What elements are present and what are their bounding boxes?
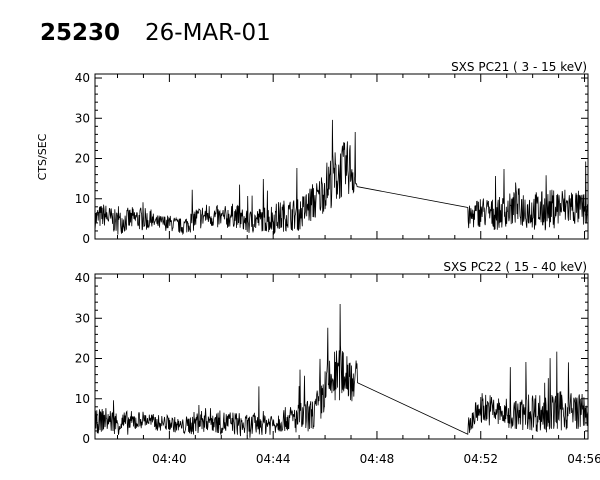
x-tick-label: 04:52 [463, 452, 498, 466]
observation-date: 26-MAR-01 [145, 20, 271, 46]
chart-panel-pc22: SXS PC22 ( 15 - 40 keV) 0 10 20 30 40 04:40 04… [75, 260, 600, 466]
y-axis-label: CTS/SEC [36, 133, 49, 180]
count-rate-line [94, 303, 589, 438]
plot-frame [94, 73, 589, 240]
y-tick-label: 10 [75, 392, 90, 406]
y-tick-label: 40 [75, 71, 90, 85]
observation-id: 25230 [40, 20, 120, 46]
panel-title-pc22: SXS PC22 ( 15 - 40 keV) [443, 260, 587, 274]
y-tick-label: 20 [75, 352, 90, 366]
y-tick-label: 10 [75, 192, 90, 206]
y-tick-label: 0 [82, 232, 90, 246]
panel-title-pc21: SXS PC21 ( 3 - 15 keV) [451, 60, 587, 74]
plot-frame [94, 273, 589, 440]
y-tick-label: 0 [82, 432, 90, 446]
y-tick-label: 40 [75, 271, 90, 285]
chart-panel-pc21: SXS PC21 ( 3 - 15 keV) CTS/SEC 0 10 20 30 40 [36, 60, 589, 246]
y-tick-label: 30 [75, 111, 90, 125]
y-tick-label: 30 [75, 311, 90, 325]
x-tick-label: 04:40 [152, 452, 187, 466]
x-tick-label: 04:56 [567, 452, 600, 466]
y-tick-label: 20 [75, 152, 90, 166]
count-rate-line [94, 119, 589, 236]
x-tick-label: 04:48 [360, 452, 395, 466]
x-tick-label: 04:44 [256, 452, 291, 466]
